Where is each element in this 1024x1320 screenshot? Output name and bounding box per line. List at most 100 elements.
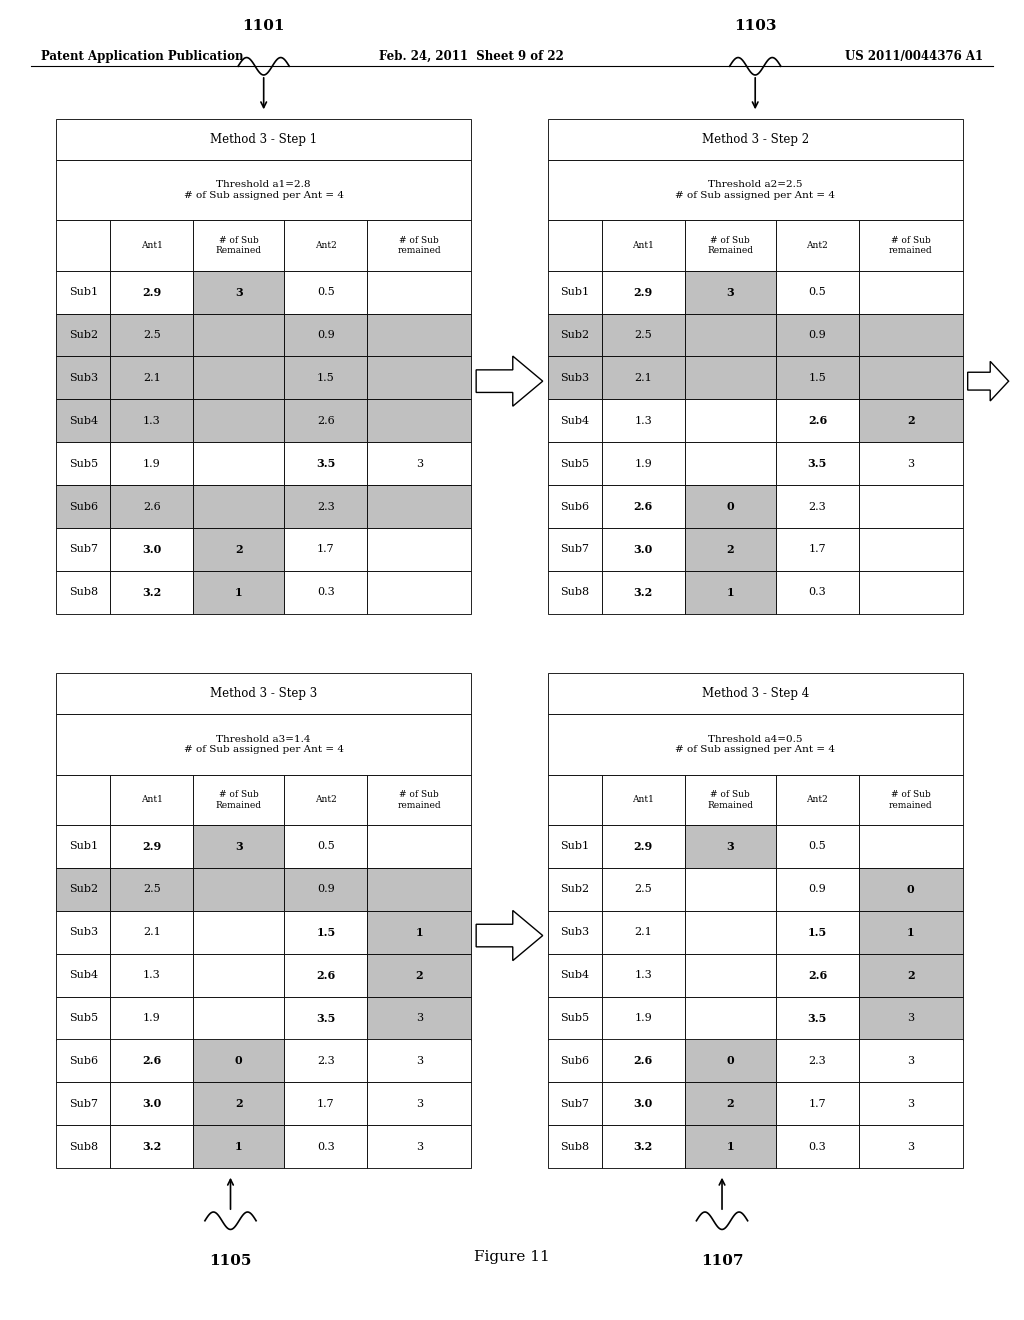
Bar [285, 825, 368, 869]
Text: 1.5: 1.5 [809, 372, 826, 383]
Text: 2.3: 2.3 [809, 502, 826, 512]
Bar [56, 953, 111, 997]
Text: 1.5: 1.5 [808, 927, 827, 937]
Text: Ant2: Ant2 [807, 242, 828, 249]
Bar [602, 825, 685, 869]
Bar [776, 442, 859, 484]
Text: # of Sub
Remained: # of Sub Remained [216, 236, 262, 255]
Bar [685, 825, 776, 869]
Bar [602, 869, 685, 911]
Bar [56, 314, 111, 356]
Text: # of Sub
Remained: # of Sub Remained [216, 791, 262, 809]
Text: 2: 2 [726, 1098, 734, 1109]
Text: Threshold a2=2.5
# of Sub assigned per Ant = 4: Threshold a2=2.5 # of Sub assigned per A… [675, 181, 836, 199]
Text: 2: 2 [234, 544, 243, 554]
Bar [685, 314, 776, 356]
Bar [859, 271, 963, 314]
Bar [859, 484, 963, 528]
Bar [111, 484, 194, 528]
Bar [776, 997, 859, 1039]
Text: 2.3: 2.3 [809, 1056, 826, 1067]
Bar [548, 484, 602, 528]
Text: 0.3: 0.3 [809, 1142, 826, 1152]
Text: 3.0: 3.0 [142, 1098, 162, 1109]
Text: 2.9: 2.9 [634, 841, 653, 851]
Text: Sub6: Sub6 [69, 1056, 98, 1067]
Text: Sub7: Sub7 [69, 1098, 97, 1109]
Text: 2: 2 [907, 416, 914, 426]
Bar [776, 356, 859, 399]
Bar [56, 570, 111, 614]
Bar [859, 220, 963, 271]
Bar [859, 911, 963, 953]
Bar [285, 314, 368, 356]
Bar [602, 1039, 685, 1082]
Bar [111, 271, 194, 314]
Bar [56, 119, 471, 160]
Bar [111, 442, 194, 484]
Text: Sub4: Sub4 [560, 970, 590, 981]
Text: 2.5: 2.5 [142, 330, 161, 341]
Bar [368, 997, 471, 1039]
Bar [548, 356, 602, 399]
Bar [56, 1082, 111, 1125]
Text: 1.3: 1.3 [142, 416, 161, 426]
Text: 1.7: 1.7 [809, 1098, 826, 1109]
Text: 3: 3 [726, 841, 734, 851]
Bar [56, 484, 111, 528]
Text: Sub7: Sub7 [560, 1098, 589, 1109]
Text: 2.5: 2.5 [634, 330, 652, 341]
Text: 3: 3 [416, 1098, 423, 1109]
Bar [194, 869, 285, 911]
Bar [602, 484, 685, 528]
Text: Method 3 - Step 3: Method 3 - Step 3 [210, 688, 317, 700]
Bar [111, 953, 194, 997]
Bar [194, 997, 285, 1039]
Polygon shape [968, 362, 1009, 401]
Bar [548, 1039, 602, 1082]
Text: 1.9: 1.9 [142, 1012, 161, 1023]
Text: 0: 0 [726, 502, 734, 512]
Text: 3: 3 [234, 841, 243, 851]
Text: 3: 3 [907, 1012, 914, 1023]
Text: 3.5: 3.5 [808, 1012, 827, 1023]
Bar [685, 399, 776, 442]
Bar [368, 271, 471, 314]
Text: 3.5: 3.5 [808, 458, 827, 469]
Bar [548, 673, 963, 714]
Bar [602, 1082, 685, 1125]
Text: 0.9: 0.9 [809, 884, 826, 895]
Text: 0.9: 0.9 [317, 330, 335, 341]
Bar [194, 775, 285, 825]
Text: 2.6: 2.6 [634, 502, 653, 512]
Text: Sub2: Sub2 [560, 330, 590, 341]
Bar [285, 399, 368, 442]
Text: 1.9: 1.9 [634, 458, 652, 469]
Bar [548, 825, 602, 869]
Text: Sub6: Sub6 [560, 502, 590, 512]
Bar [859, 775, 963, 825]
Bar [111, 1125, 194, 1168]
Bar [194, 399, 285, 442]
Bar [776, 314, 859, 356]
Text: # of Sub
remained: # of Sub remained [889, 236, 933, 255]
Text: 1.7: 1.7 [809, 544, 826, 554]
Text: Sub5: Sub5 [69, 1012, 98, 1023]
Bar [56, 673, 471, 714]
Bar [285, 1125, 368, 1168]
Text: 2.9: 2.9 [142, 841, 162, 851]
Bar [194, 528, 285, 570]
Text: # of Sub
Remained: # of Sub Remained [708, 236, 754, 255]
Bar [548, 399, 602, 442]
Bar [368, 570, 471, 614]
Bar [685, 953, 776, 997]
Text: Sub8: Sub8 [560, 1142, 590, 1152]
Text: Ant1: Ant1 [632, 242, 654, 249]
Bar [56, 399, 111, 442]
Bar [368, 1082, 471, 1125]
Text: 3.0: 3.0 [142, 544, 162, 554]
Bar [368, 220, 471, 271]
Bar [368, 1125, 471, 1168]
Bar [56, 825, 111, 869]
Bar [685, 997, 776, 1039]
